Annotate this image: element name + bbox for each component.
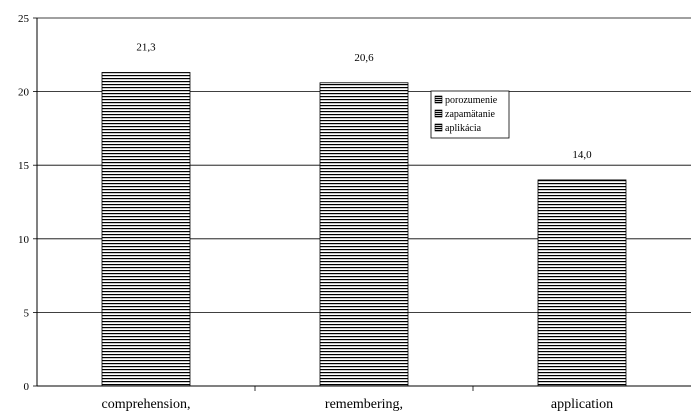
bar [319, 82, 409, 387]
legend-swatch [434, 109, 443, 118]
data-label: 21,3 [136, 41, 156, 53]
y-tick-label: 10 [18, 234, 30, 246]
axes [36, 18, 691, 391]
legend-entry: zapamätanie [445, 109, 496, 120]
x-category-label: remembering, [325, 397, 403, 411]
bars [101, 72, 627, 387]
y-tick-label: 15 [18, 160, 30, 172]
legend: porozumenie zapamätanie aplikácia [430, 90, 510, 139]
bar [101, 72, 191, 387]
x-category-label: application [551, 397, 613, 411]
x-axis-categories: comprehension, remembering, application [101, 397, 613, 411]
legend-box [430, 90, 510, 139]
x-category-label: comprehension, [101, 397, 190, 411]
legend-swatch [434, 95, 443, 104]
data-label: 20,6 [354, 52, 374, 64]
data-label: 14,0 [572, 149, 592, 161]
bar [537, 179, 627, 387]
legend-entry: porozumenie [445, 95, 498, 106]
data-labels: 21,3 20,6 14,0 [136, 41, 592, 160]
y-tick-label: 20 [18, 87, 30, 99]
y-axis-ticks: 0 5 10 15 20 25 [18, 13, 37, 393]
y-tick-label: 5 [24, 307, 30, 319]
y-tick-label: 0 [24, 381, 30, 393]
legend-entry: aplikácia [445, 123, 482, 134]
legend-swatch [434, 123, 443, 132]
y-tick-label: 25 [18, 13, 30, 25]
